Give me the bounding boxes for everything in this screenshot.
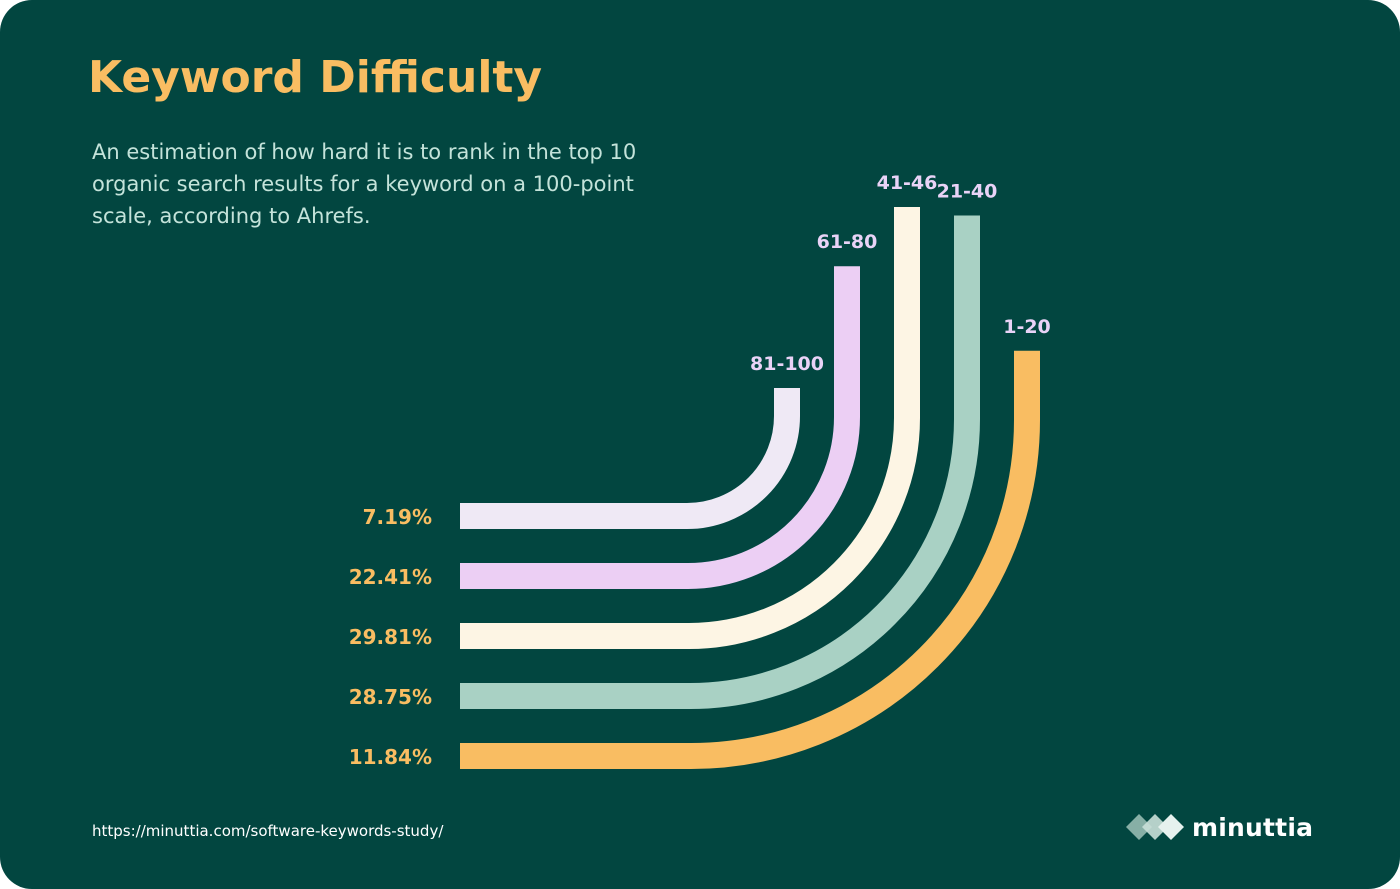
curved-bar-81-100 bbox=[460, 388, 800, 529]
brand-name: minuttia bbox=[1192, 812, 1314, 842]
value-label: 11.84% bbox=[349, 745, 432, 769]
range-label: 41-46 bbox=[877, 172, 938, 194]
range-label: 81-100 bbox=[750, 353, 824, 375]
chart-title: Keyword Difficulty bbox=[88, 52, 543, 103]
range-label: 61-80 bbox=[817, 231, 878, 253]
curved-bar-41-46 bbox=[460, 207, 920, 649]
curved-bar-1-20 bbox=[460, 350, 1040, 769]
value-label: 28.75% bbox=[349, 685, 432, 709]
value-label: 22.41% bbox=[349, 565, 432, 589]
range-label: 1-20 bbox=[1003, 316, 1051, 338]
chart-subtitle: An estimation of how hard it is to rank … bbox=[92, 140, 637, 228]
curved-bar-61-80 bbox=[460, 266, 860, 589]
minuttia-logo-icon bbox=[1126, 814, 1184, 840]
value-label: 29.81% bbox=[349, 625, 432, 649]
curved-bar-21-40 bbox=[460, 215, 980, 709]
value-label: 7.19% bbox=[363, 505, 432, 529]
range-label: 21-40 bbox=[937, 181, 998, 203]
source-url[interactable]: https://minuttia.com/software-keywords-s… bbox=[92, 822, 444, 840]
brand-logo: minuttia bbox=[1124, 812, 1313, 842]
